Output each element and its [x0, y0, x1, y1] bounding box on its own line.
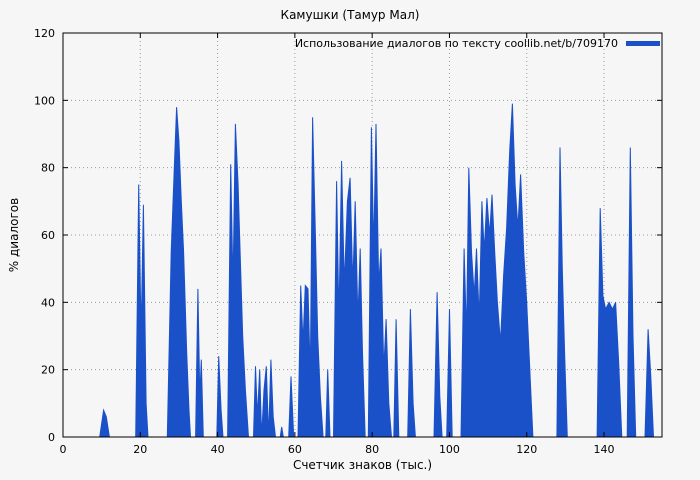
- x-tick-label: 120: [516, 443, 537, 456]
- y-tick-label: 80: [41, 162, 55, 175]
- y-tick-label: 40: [41, 296, 55, 309]
- chart-title: Камушки (Тамур Мал): [280, 8, 420, 22]
- x-tick-label: 80: [365, 443, 379, 456]
- y-tick-label: 0: [48, 431, 55, 444]
- y-tick-label: 120: [34, 27, 55, 40]
- y-tick-label: 20: [41, 364, 55, 377]
- legend-line-swatch: [626, 41, 660, 46]
- x-tick-label: 140: [594, 443, 615, 456]
- legend-label: Использование диалогов по тексту coollib…: [294, 37, 618, 50]
- x-tick-label: 100: [439, 443, 460, 456]
- x-axis-label: Счетчик знаков (тыс.): [292, 458, 433, 472]
- x-tick-label: 60: [288, 443, 302, 456]
- y-axis-label: % диалогов: [7, 197, 21, 273]
- y-tick-label: 100: [34, 94, 55, 107]
- x-tick-label: 40: [211, 443, 225, 456]
- x-tick-label: 20: [133, 443, 147, 456]
- legend: Использование диалогов по тексту coollib…: [295, 37, 660, 50]
- x-tick-label: 0: [60, 443, 67, 456]
- series-area: [63, 103, 662, 438]
- y-tick-label: 60: [41, 229, 55, 242]
